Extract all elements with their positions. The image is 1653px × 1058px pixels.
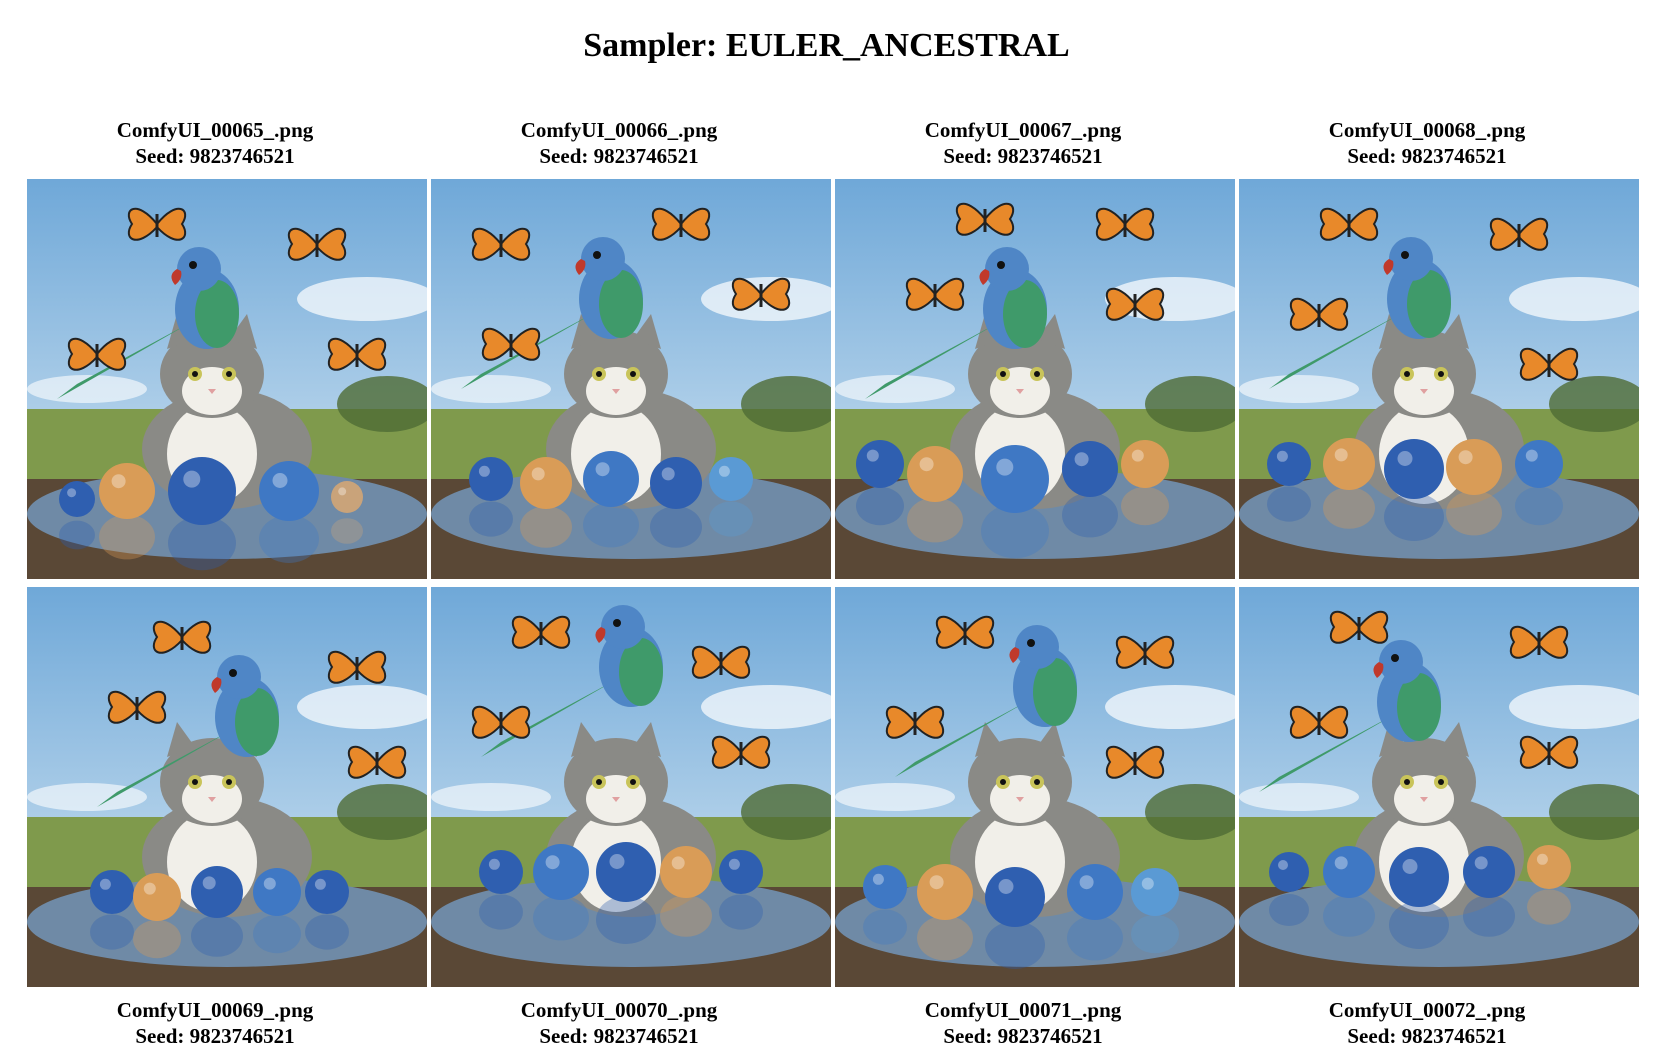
caption-4: ComfyUI_00068_.png Seed: 9823746521 xyxy=(1227,117,1627,169)
seed-label: Seed: 9823746521 xyxy=(943,1024,1103,1048)
butterfly-shape xyxy=(511,615,571,649)
filename-label: ComfyUI_00072_.png xyxy=(1328,998,1526,1022)
parrot-shape xyxy=(895,625,1077,777)
caption-6: ComfyUI_00070_.png Seed: 9823746521 xyxy=(419,997,819,1049)
butterfly-shape xyxy=(1115,635,1175,669)
seed-label: Seed: 9823746521 xyxy=(135,144,295,168)
butterfly-shape xyxy=(1289,297,1349,331)
generated-image-8[interactable] xyxy=(1239,587,1639,987)
generated-image-5[interactable] xyxy=(27,587,427,987)
butterfly-shape xyxy=(905,277,965,311)
butterfly-shape xyxy=(287,227,347,261)
butterfly-shape xyxy=(152,620,212,654)
butterfly-shape xyxy=(1319,207,1379,241)
butterfly-shape xyxy=(955,202,1015,236)
butterfly-shape xyxy=(711,735,771,769)
butterfly-shape xyxy=(327,337,387,371)
parrot-shape xyxy=(865,247,1047,399)
butterfly-shape xyxy=(67,337,127,371)
filename-label: ComfyUI_00067_.png xyxy=(924,118,1122,142)
parrot-shape xyxy=(97,655,279,807)
butterfly-shape xyxy=(1519,347,1579,381)
generated-image-4[interactable] xyxy=(1239,179,1639,579)
butterfly-shape xyxy=(935,615,995,649)
butterfly-shape xyxy=(347,745,407,779)
butterfly-shape xyxy=(107,690,167,724)
butterfly-shape xyxy=(471,705,531,739)
butterfly-shape xyxy=(885,705,945,739)
butterfly-shape xyxy=(1105,745,1165,779)
caption-2: ComfyUI_00066_.png Seed: 9823746521 xyxy=(419,117,819,169)
butterfly-shape xyxy=(1289,705,1349,739)
generated-image-2[interactable] xyxy=(431,179,831,579)
butterfly-shape xyxy=(1489,217,1549,251)
seed-label: Seed: 9823746521 xyxy=(135,1024,295,1048)
filename-label: ComfyUI_00069_.png xyxy=(116,998,314,1022)
filename-label: ComfyUI_00068_.png xyxy=(1328,118,1526,142)
filename-label: ComfyUI_00066_.png xyxy=(520,118,718,142)
caption-3: ComfyUI_00067_.png Seed: 9823746521 xyxy=(823,117,1223,169)
filename-label: ComfyUI_00070_.png xyxy=(520,998,718,1022)
filename-label: ComfyUI_00071_.png xyxy=(924,998,1122,1022)
butterfly-shape xyxy=(691,645,751,679)
generated-image-1[interactable] xyxy=(27,179,427,579)
seed-label: Seed: 9823746521 xyxy=(1347,144,1507,168)
butterfly-shape xyxy=(1105,287,1165,321)
parrot-shape xyxy=(1259,640,1441,792)
filename-label: ComfyUI_00065_.png xyxy=(116,118,314,142)
butterfly-shape xyxy=(471,227,531,261)
butterfly-shape xyxy=(1509,625,1569,659)
butterfly-shape xyxy=(1329,610,1389,644)
caption-8: ComfyUI_00072_.png Seed: 9823746521 xyxy=(1227,997,1627,1049)
parrot-shape xyxy=(1269,237,1451,389)
butterfly-shape xyxy=(1519,735,1579,769)
parrot-shape xyxy=(57,247,239,399)
seed-label: Seed: 9823746521 xyxy=(1347,1024,1507,1048)
page-title: Sampler: EULER_ANCESTRAL xyxy=(583,27,1070,64)
caption-5: ComfyUI_00069_.png Seed: 9823746521 xyxy=(15,997,415,1049)
seed-label: Seed: 9823746521 xyxy=(539,1024,699,1048)
butterfly-shape xyxy=(731,277,791,311)
butterfly-shape xyxy=(127,207,187,241)
butterfly-shape xyxy=(1095,207,1155,241)
caption-1: ComfyUI_00065_.png Seed: 9823746521 xyxy=(15,117,415,169)
butterfly-shape xyxy=(651,207,711,241)
seed-label: Seed: 9823746521 xyxy=(539,144,699,168)
generated-image-3[interactable] xyxy=(835,179,1235,579)
butterfly-shape xyxy=(481,327,541,361)
generated-image-6[interactable] xyxy=(431,587,831,987)
caption-7: ComfyUI_00071_.png Seed: 9823746521 xyxy=(823,997,1223,1049)
butterfly-shape xyxy=(327,650,387,684)
seed-label: Seed: 9823746521 xyxy=(943,144,1103,168)
generated-image-7[interactable] xyxy=(835,587,1235,987)
